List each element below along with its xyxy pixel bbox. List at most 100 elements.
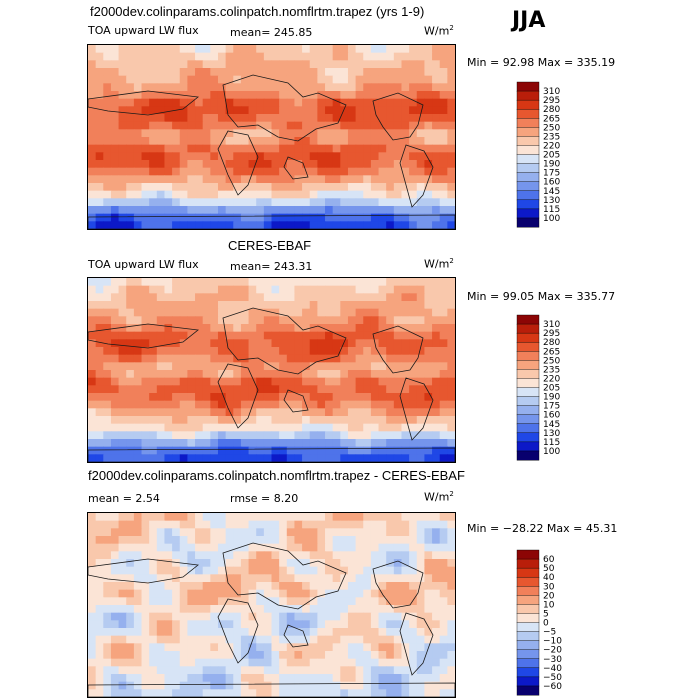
map-cell	[240, 354, 250, 363]
map-cell	[424, 566, 433, 575]
map-cell	[172, 324, 181, 333]
map-cell	[447, 605, 455, 614]
map-cell	[179, 597, 188, 606]
map-cell	[294, 400, 303, 409]
map-cell	[256, 559, 265, 568]
map-cell	[332, 635, 341, 644]
colorbar-swatch	[516, 640, 540, 651]
map-cell	[248, 628, 257, 637]
map-cell	[393, 408, 403, 417]
map-cell	[325, 431, 334, 440]
map-cell	[271, 536, 280, 545]
map-cell	[302, 98, 311, 107]
map-cell	[347, 198, 357, 207]
map-cell	[149, 60, 158, 69]
map-cell	[164, 190, 173, 199]
map-cell	[164, 605, 173, 614]
map-cell	[126, 183, 135, 192]
map-cell	[141, 454, 150, 462]
map-cell	[187, 536, 196, 545]
map-cell	[118, 52, 127, 61]
map-cell	[141, 60, 150, 69]
map-cell	[302, 324, 311, 333]
map-cell	[187, 167, 196, 176]
map-cell	[378, 370, 387, 379]
map-cell	[263, 385, 273, 394]
map-cell	[439, 167, 448, 176]
map-cell	[240, 167, 250, 176]
map-cell	[340, 75, 349, 84]
map-cell	[378, 213, 387, 222]
map-cell	[286, 198, 296, 207]
map-cell	[302, 528, 311, 537]
map-cell	[233, 52, 242, 61]
map-cell	[217, 446, 227, 455]
map-cell	[195, 605, 204, 614]
map-cell	[156, 308, 166, 317]
map-cell	[118, 339, 127, 348]
map-cell	[439, 689, 448, 697]
map-cell	[95, 137, 104, 146]
map-cell	[271, 377, 280, 386]
map-cell	[432, 106, 441, 115]
map-cell	[286, 206, 296, 215]
map-cell	[347, 183, 357, 192]
map-cell	[424, 628, 433, 637]
map-cell	[248, 52, 257, 61]
map-cell	[393, 52, 403, 61]
map-cell	[133, 347, 143, 356]
map-cell	[439, 60, 448, 69]
map-cell	[294, 221, 303, 229]
map-cell	[370, 213, 380, 222]
map-cell	[370, 385, 380, 394]
map-cell	[279, 213, 288, 222]
map-cell	[424, 213, 433, 222]
map-cell	[195, 198, 204, 207]
map-cell	[133, 293, 143, 302]
map-cell	[355, 446, 364, 455]
map-cell	[294, 377, 303, 386]
map-cell	[370, 137, 380, 146]
map-cell	[149, 666, 158, 675]
map-cell	[286, 605, 296, 614]
map-cell	[133, 605, 143, 614]
map-cell	[286, 674, 296, 683]
map-cell	[286, 75, 296, 84]
map-cell	[195, 454, 204, 462]
map-cell	[370, 446, 380, 455]
map-cell	[126, 385, 135, 394]
map-cell	[286, 144, 296, 153]
map-cell	[126, 160, 135, 169]
map-cell	[95, 689, 104, 697]
map-cell	[439, 137, 448, 146]
map-cell	[447, 190, 455, 199]
map-cell	[217, 278, 227, 287]
map-cell	[263, 98, 273, 107]
map-cell	[172, 160, 181, 169]
colorbar-tick-label: −30	[543, 655, 562, 665]
map-cell	[263, 377, 273, 386]
map-cell	[393, 370, 403, 379]
map-cell	[340, 362, 349, 371]
map-cell	[370, 221, 380, 229]
map-cell	[225, 551, 234, 560]
map-cell	[340, 278, 349, 287]
map-cell	[263, 513, 273, 522]
map-cell	[118, 681, 127, 690]
map-cell	[286, 589, 296, 598]
map-cell	[294, 612, 303, 621]
map-cell	[95, 75, 104, 84]
map-cell	[256, 689, 265, 697]
colorbar-swatch	[516, 595, 540, 605]
map-cell	[401, 114, 410, 123]
map-cell	[393, 385, 403, 394]
map-cell	[172, 681, 181, 690]
map-cell	[393, 666, 403, 675]
map-cell	[256, 551, 265, 560]
map-cell	[88, 75, 97, 84]
coastline-path	[88, 447, 455, 462]
map-cell	[439, 559, 448, 568]
map-cell	[126, 423, 135, 432]
map-cell	[401, 439, 410, 448]
map-cell	[248, 597, 257, 606]
